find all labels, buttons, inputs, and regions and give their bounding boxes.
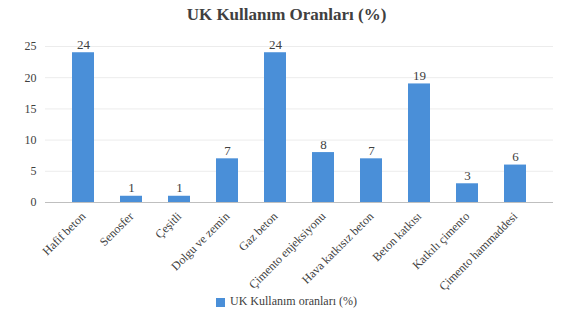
svg-text:15: 15 (25, 102, 37, 116)
svg-text:5: 5 (31, 164, 37, 178)
svg-text:7: 7 (224, 143, 231, 158)
svg-text:Beton katkısı: Beton katkısı (369, 209, 425, 265)
html-text:UK Kullanım oranları (%): UK Kullanım oranları (%) (230, 294, 357, 308)
svg-text:1: 1 (128, 180, 135, 195)
svg-text:Gaz beton: Gaz beton (236, 209, 281, 254)
svg-text:Dolgu ve zemin: Dolgu ve zemin (168, 209, 232, 273)
svg-text:Çimento hammaddesi: Çimento hammaddesi (436, 209, 521, 290)
svg-text:7: 7 (368, 143, 375, 158)
svg-text:1: 1 (176, 180, 183, 195)
svg-text:Hava katkısız beton: Hava katkısız beton (299, 209, 376, 286)
svg-text:Katkılı çimento: Katkılı çimento (409, 209, 473, 273)
svg-text:Hafif beton: Hafif beton (40, 209, 89, 258)
svg-text:Senosfer: Senosfer (97, 209, 137, 249)
svg-text:3: 3 (464, 168, 471, 183)
html-text:UK Kullanım Oranları (%): UK Kullanım Oranları (%) (186, 5, 387, 24)
svg-text:25: 25 (25, 39, 37, 53)
svg-text:24: 24 (77, 37, 91, 52)
svg-text:0: 0 (31, 195, 37, 209)
svg-text:8: 8 (320, 137, 327, 152)
svg-text:19: 19 (413, 68, 426, 83)
svg-text:24: 24 (269, 37, 283, 52)
svg-text:Çeşitli: Çeşitli (152, 209, 185, 242)
svg-text:20: 20 (25, 71, 37, 85)
svg-text:6: 6 (512, 149, 519, 164)
svg-text:10: 10 (25, 133, 37, 147)
